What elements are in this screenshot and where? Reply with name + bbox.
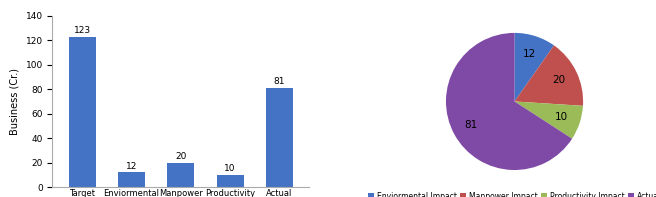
Text: 20: 20: [175, 152, 186, 161]
Text: 10: 10: [555, 112, 568, 122]
Wedge shape: [446, 33, 572, 170]
Wedge shape: [514, 101, 583, 139]
Bar: [266, 88, 293, 187]
Y-axis label: Business (Cr.): Business (Cr.): [10, 68, 20, 135]
Text: 10: 10: [224, 164, 236, 173]
Legend: Enviormental Impact, Manpower Impact, Productivity Impact, Actual: Enviormental Impact, Manpower Impact, Pr…: [365, 189, 656, 197]
Text: 81: 81: [274, 77, 285, 86]
Text: 20: 20: [552, 75, 565, 85]
Text: 123: 123: [73, 26, 91, 35]
Text: 81: 81: [464, 120, 478, 130]
Bar: [68, 37, 96, 187]
Bar: [167, 163, 194, 187]
Bar: [118, 172, 145, 187]
Text: 12: 12: [126, 162, 137, 171]
Wedge shape: [514, 33, 554, 101]
Wedge shape: [514, 45, 583, 106]
Bar: [216, 175, 244, 187]
Text: 12: 12: [523, 49, 536, 59]
